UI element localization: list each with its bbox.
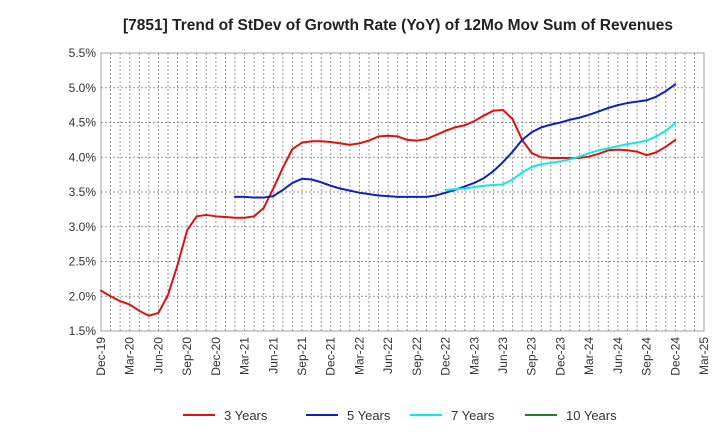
x-tick-label: Mar-21 [238,337,252,375]
x-tick-label: Mar-25 [697,337,711,375]
x-tick-label: Dec-20 [209,337,223,376]
x-tick-label: Sep-22 [410,337,424,376]
x-tick-label: Jun-23 [496,337,510,374]
x-tick-label: Sep-20 [180,337,194,376]
x-tick-label: Dec-22 [439,337,453,376]
y-tick-label: 5.5% [69,46,97,60]
x-tick-label: Mar-20 [123,337,137,375]
legend-label: 10 Years [566,408,617,423]
y-tick-label: 4.0% [69,150,97,164]
y-tick-label: 3.5% [69,185,97,199]
x-tick-label: Mar-23 [467,337,481,375]
x-tick-label: Sep-23 [525,337,539,376]
x-tick-label: Dec-24 [668,337,682,376]
x-tick-label: Jun-20 [151,337,165,374]
y-tick-label: 5.0% [69,81,97,95]
chart-title: [7851] Trend of StDev of Growth Rate (Yo… [123,17,673,34]
x-tick-label: Jun-24 [611,337,625,374]
x-tick-label: Jun-21 [266,337,280,374]
gridlines [100,52,705,332]
y-tick-label: 2.5% [69,255,97,269]
y-tick-label: 3.0% [69,220,97,234]
series-line-3-years [100,108,677,317]
series-layer [100,83,677,317]
legend-label: 5 Years [347,408,391,423]
x-tick-label: Sep-21 [295,337,309,376]
y-tick-label: 4.5% [69,116,97,130]
x-tick-label: Mar-24 [582,337,596,375]
x-tick-label: Dec-21 [324,337,338,376]
legend-label: 7 Years [451,408,495,423]
x-tick-label: Dec-19 [94,337,108,376]
y-tick-label: 2.0% [69,289,97,303]
x-tick-label: Mar-22 [352,337,366,375]
series-line-7-years [444,122,677,191]
y-axis: 5.5% 5.0% 4.5% 4.0% 3.5% 3.0% 2.5% 2.0% 1.5% [69,46,97,338]
y-tick-label: 1.5% [69,324,97,338]
x-tick-label: Jun-22 [381,337,395,374]
legend-label: 3 Years [224,408,268,423]
x-tick-label: Dec-23 [553,337,567,376]
x-axis: Dec-19 Mar-20 Jun-20 Sep-20 Dec-20 Mar-21 Jun-… [94,337,711,376]
x-tick-label: Sep-24 [640,337,654,376]
legend: 3 Years 5 Years 7 Years 10 Years [183,408,617,423]
